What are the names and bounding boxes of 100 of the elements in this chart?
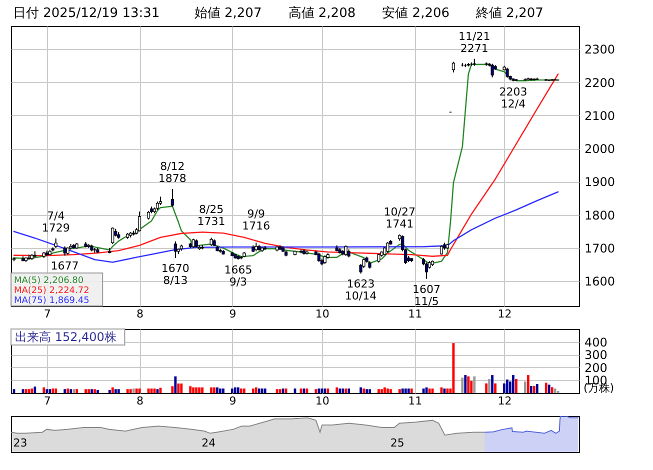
bar — [512, 375, 514, 393]
bar — [88, 389, 90, 393]
bar — [314, 389, 318, 393]
bar — [344, 388, 348, 393]
text: 安値 2,206 — [382, 5, 450, 21]
chart-title: 出来高 152,400株 — [15, 330, 116, 344]
bar — [503, 383, 506, 393]
candlestick — [138, 211, 142, 232]
bar — [254, 387, 258, 393]
bar — [195, 387, 198, 393]
bar — [342, 388, 344, 393]
bar — [532, 386, 536, 393]
bar — [180, 384, 183, 393]
bar — [485, 383, 488, 393]
bar — [324, 388, 326, 393]
x-tick-label: 8 — [136, 394, 144, 408]
x-tick-label: 10 — [315, 308, 330, 320]
bar — [318, 388, 320, 393]
candlestick — [111, 226, 114, 245]
bar — [52, 388, 54, 393]
bar — [410, 388, 413, 393]
bar — [488, 378, 491, 393]
bar — [336, 387, 338, 393]
bar — [171, 386, 174, 393]
bar — [338, 388, 342, 393]
x-tick-label: 7 — [44, 394, 51, 408]
text: 高値 2,208 — [288, 5, 356, 21]
bar — [464, 375, 467, 393]
x-tick-label: 24 — [202, 436, 216, 450]
bar — [398, 389, 401, 393]
x-tick-label: 23 — [13, 436, 28, 450]
chart-title: 日付 2025/12/19 13:31 — [13, 6, 160, 21]
candlestick — [317, 252, 320, 262]
text: 終値 2,207 — [475, 6, 544, 21]
x-tick-label: 12 — [498, 394, 512, 408]
bar — [96, 390, 99, 393]
y-tick-label: 2000 — [584, 142, 616, 156]
bar — [231, 388, 234, 393]
annotation: 1607 11/5 — [412, 282, 441, 308]
bar — [550, 387, 554, 393]
y-tick-label: 1900 — [584, 175, 616, 190]
x-tick-label: 11 — [408, 394, 422, 408]
x-tick-label: 7 — [44, 308, 51, 320]
annotation: 7/4 1729 — [42, 209, 70, 234]
bar — [470, 380, 473, 393]
bar — [362, 388, 365, 393]
candlestick — [344, 244, 348, 256]
x-tick-label: 9 — [229, 308, 236, 320]
bar — [237, 387, 240, 393]
bar — [380, 389, 383, 393]
bar — [383, 387, 386, 393]
bar — [213, 387, 216, 393]
bar — [70, 389, 72, 393]
candlestick — [386, 242, 390, 254]
candlestick — [54, 238, 58, 249]
bar — [544, 382, 548, 393]
annotation: 1677 — [50, 260, 79, 273]
bar — [84, 389, 87, 393]
bar — [129, 389, 132, 393]
bar — [494, 383, 496, 393]
y-tick-label: 300 — [584, 348, 608, 362]
bar — [378, 389, 380, 393]
candlestick — [192, 238, 195, 249]
y-tick-label: 2300 — [584, 42, 616, 57]
bar — [126, 389, 129, 393]
annotation: 10/27 1741 — [384, 205, 416, 230]
bar — [515, 378, 518, 393]
y-tick-label: 1800 — [584, 208, 616, 222]
bar — [198, 387, 201, 393]
bar — [94, 389, 96, 393]
bar — [48, 389, 52, 393]
bar — [135, 388, 138, 393]
bar — [530, 386, 532, 393]
bar — [404, 388, 407, 393]
bar — [473, 376, 476, 393]
bar — [389, 389, 392, 393]
bar — [42, 387, 46, 393]
bar — [114, 389, 117, 393]
bar — [264, 388, 266, 393]
bar — [177, 384, 180, 393]
y-tick-label: 2200 — [584, 76, 616, 90]
line-series — [13, 191, 559, 263]
y-tick-label: 400 — [584, 335, 608, 350]
bar — [278, 389, 282, 393]
bar — [216, 387, 218, 393]
bar — [28, 389, 30, 393]
bar — [242, 388, 246, 393]
bar — [30, 388, 34, 393]
annotation: 1670 8/13 — [161, 262, 190, 287]
bar — [536, 384, 538, 393]
bar — [201, 387, 204, 393]
bar — [219, 388, 222, 393]
candlestick — [170, 188, 174, 208]
bar — [452, 343, 455, 393]
bar — [240, 388, 242, 393]
bar — [276, 389, 278, 393]
bar — [401, 388, 404, 393]
bar — [108, 390, 111, 393]
bar — [111, 387, 114, 393]
x-tick-label: 12 — [498, 308, 512, 320]
